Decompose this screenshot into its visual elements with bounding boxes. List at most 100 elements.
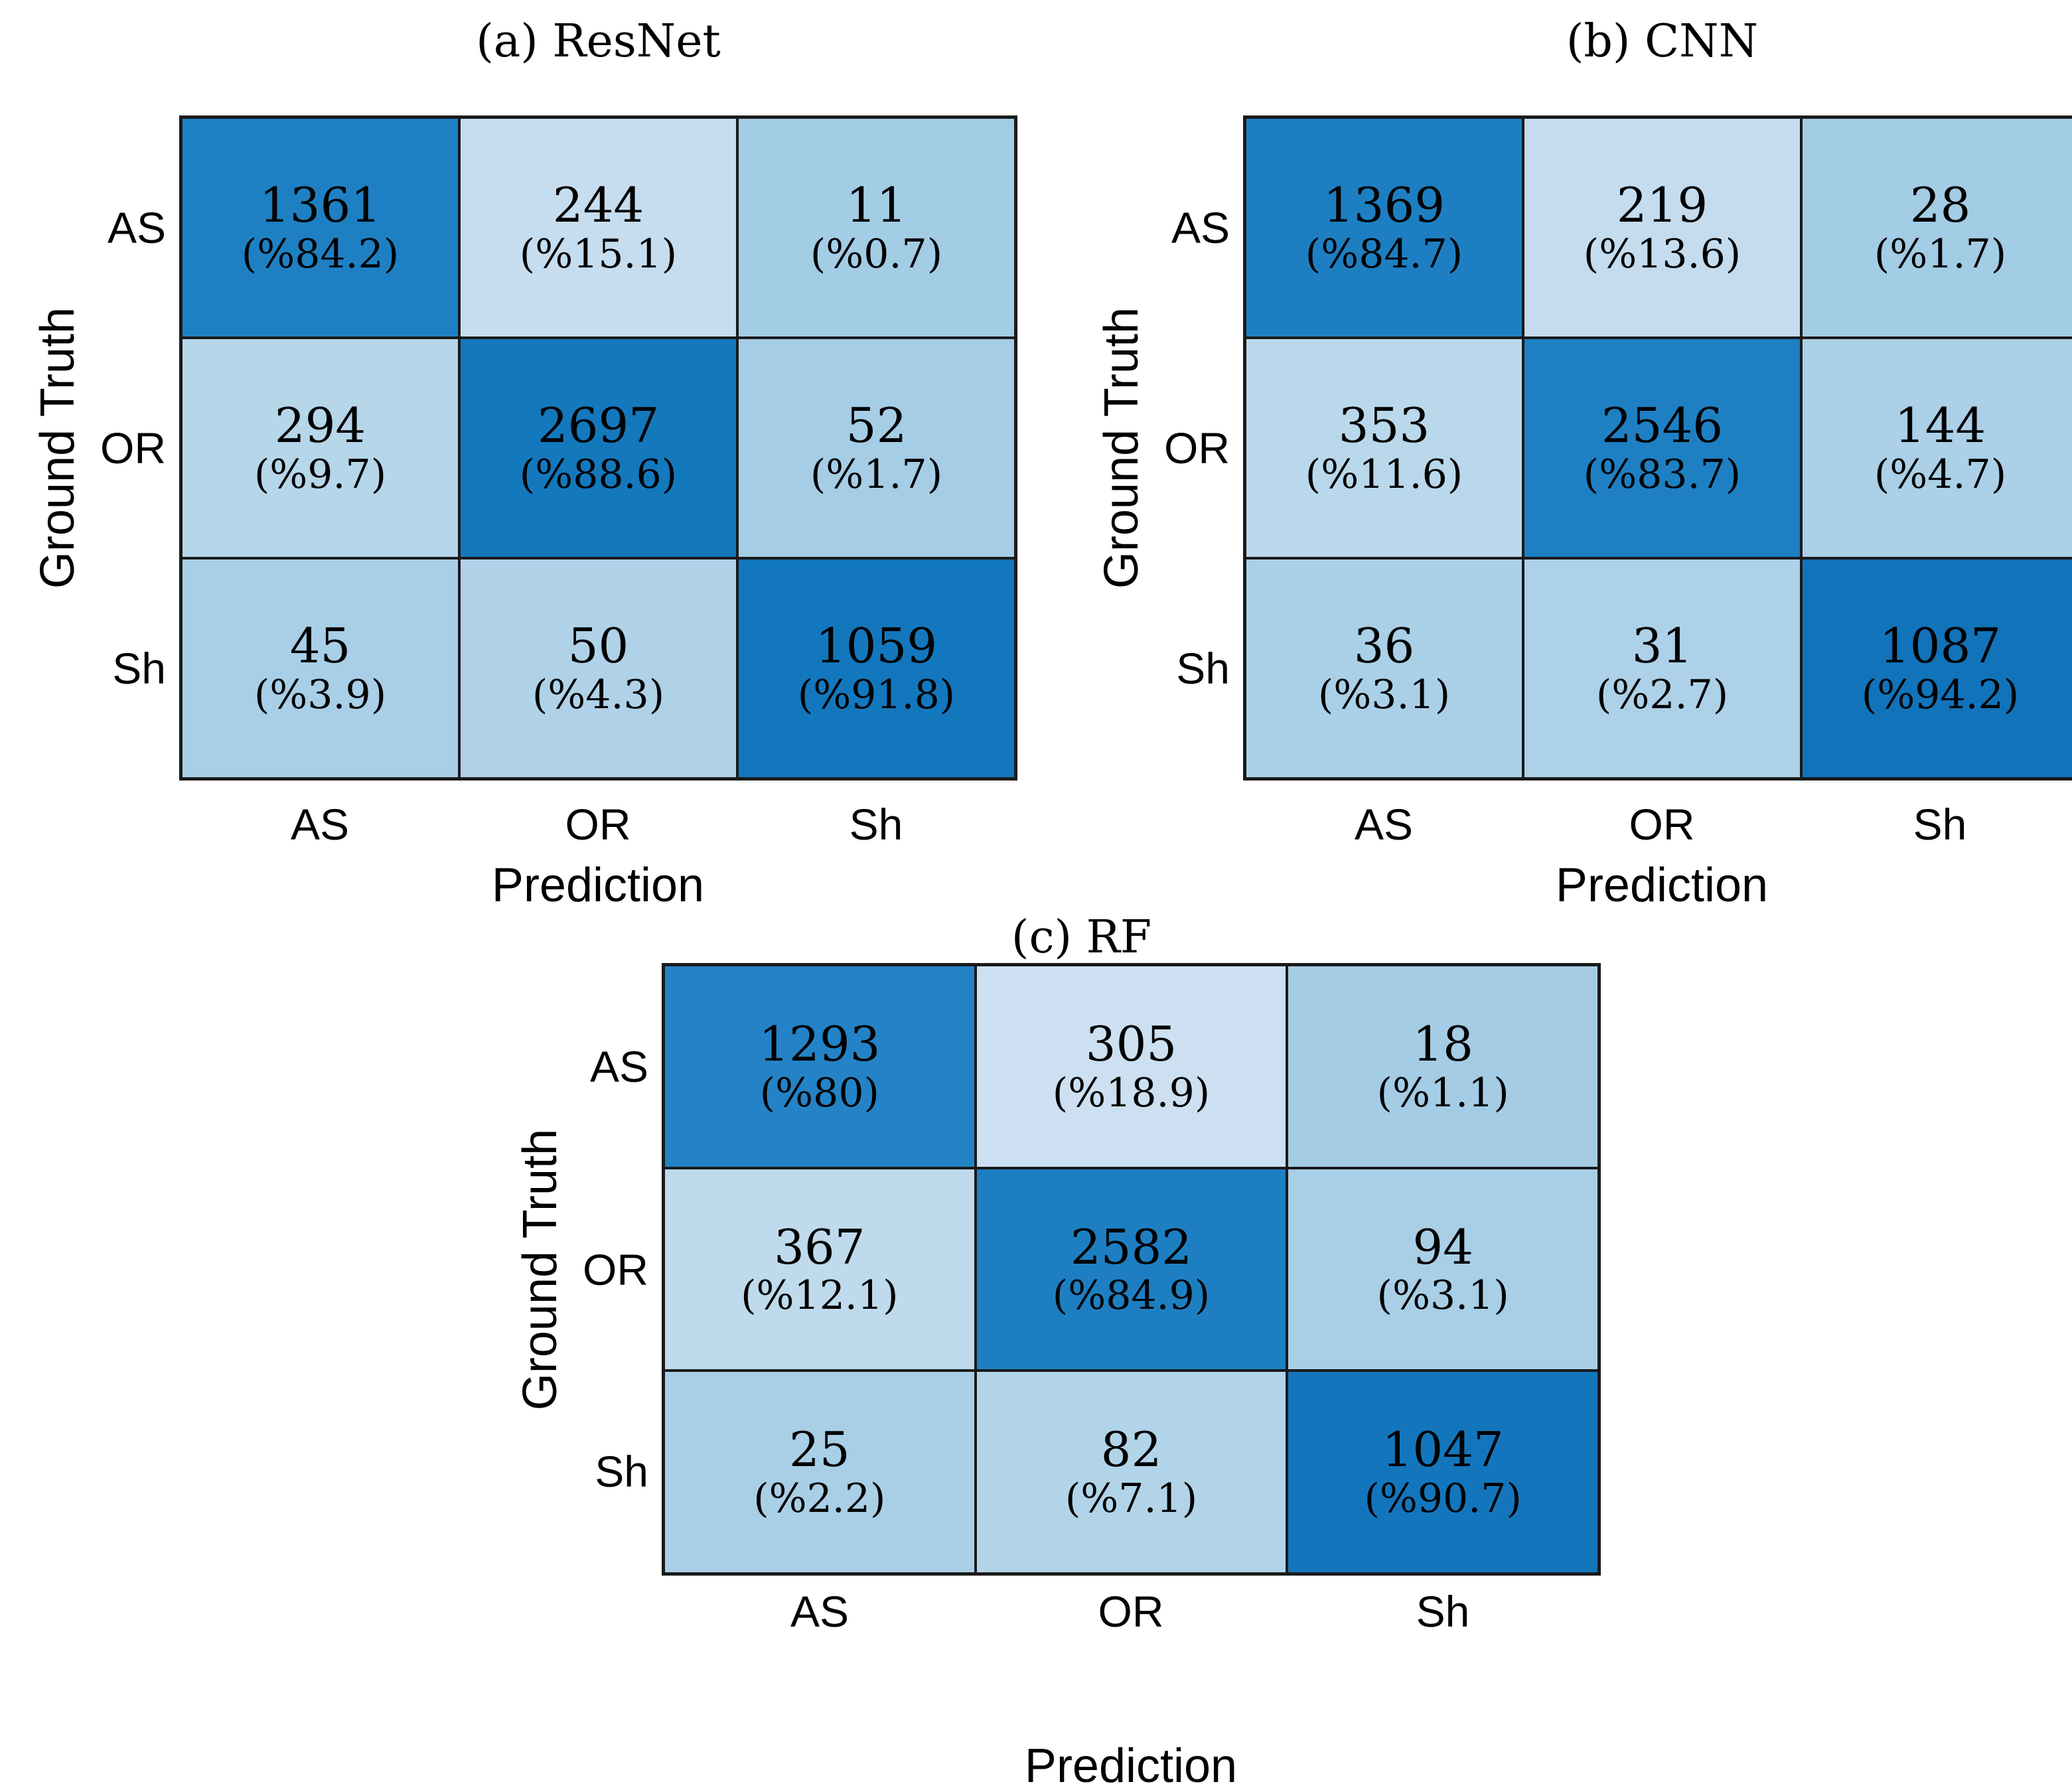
cell-OR-OR: 2546 (%83.7) <box>1524 339 1800 557</box>
cell-percent: (%3.1) <box>1376 1272 1509 1319</box>
cell-count: 28 <box>1909 177 1971 234</box>
cell-percent: (%4.3) <box>532 671 665 718</box>
cell-percent: (%0.7) <box>810 230 943 277</box>
subplot-title: (c) RF <box>1011 911 1152 964</box>
cell-percent: (%3.9) <box>254 671 387 718</box>
y-tick-Sh: Sh <box>595 1447 648 1496</box>
y-tick-Sh: Sh <box>1176 644 1230 693</box>
x-tick-Sh: Sh <box>849 800 903 849</box>
cell-count: 36 <box>1353 618 1415 674</box>
cell-percent: (%9.7) <box>254 451 387 498</box>
x-tick-AS: AS <box>790 1587 850 1636</box>
x-tick-Sh: Sh <box>1913 800 1967 849</box>
x-tick-AS: AS <box>290 800 350 849</box>
cell-percent: (%88.6) <box>519 451 678 498</box>
x-axis-label: Prediction <box>1024 1740 1238 1784</box>
x-axis-label: Prediction <box>491 859 705 912</box>
cell-count: 219 <box>1616 177 1708 234</box>
cell-count: 94 <box>1412 1219 1473 1275</box>
cell-OR-Sh: 144 (%4.7) <box>1803 339 2072 557</box>
cell-OR-AS: 353 (%11.6) <box>1246 339 1522 557</box>
y-tick-AS: AS <box>107 203 166 252</box>
cell-percent: (%83.7) <box>1583 451 1741 498</box>
confusion-matrix: 1369 (%84.7) 219 (%13.6) 28 (%1.7) 353 (%11.6) 2… <box>1243 115 2072 780</box>
cell-count: 294 <box>274 398 366 454</box>
cell-AS-OR: 305 (%18.9) <box>976 966 1286 1167</box>
cell-percent: (%15.1) <box>519 230 678 277</box>
y-tick-OR: OR <box>1164 423 1230 473</box>
cell-AS-Sh: 18 (%1.1) <box>1288 966 1597 1167</box>
cell-percent: (%7.1) <box>1065 1475 1198 1522</box>
cell-Sh-AS: 36 (%3.1) <box>1246 559 1522 777</box>
cell-percent: (%11.6) <box>1305 451 1463 498</box>
x-tick-OR: OR <box>1629 800 1695 849</box>
cell-AS-OR: 244 (%15.1) <box>461 119 736 336</box>
subplot-title: (b) CNN <box>1566 15 1759 68</box>
x-tick-AS: AS <box>1354 800 1414 849</box>
y-tick-OR: OR <box>100 423 166 473</box>
cell-percent: (%1.1) <box>1376 1069 1509 1116</box>
cell-AS-OR: 219 (%13.6) <box>1524 119 1800 336</box>
cell-percent: (%3.1) <box>1317 671 1451 718</box>
cell-percent: (%4.7) <box>1874 451 2007 498</box>
subplot-rf: (c) RF Ground Truth 1293 (%80) 305 (%18.9) 1… <box>509 893 1651 1784</box>
cell-Sh-Sh: 1087 (%94.2) <box>1803 559 2072 777</box>
y-tick-OR: OR <box>583 1245 648 1294</box>
cell-OR-OR: 2697 (%88.6) <box>461 339 736 557</box>
cell-count: 45 <box>289 618 351 674</box>
cell-count: 2546 <box>1601 398 1724 454</box>
cell-count: 25 <box>789 1422 850 1478</box>
cell-Sh-OR: 50 (%4.3) <box>461 559 736 777</box>
confusion-matrix: 1361 (%84.2) 244 (%15.1) 11 (%0.7) 294 (%9.7) 26… <box>179 115 1017 780</box>
subplot-title: (a) ResNet <box>476 15 721 68</box>
cell-percent: (%1.7) <box>810 451 943 498</box>
y-tick-AS: AS <box>1171 203 1230 252</box>
cell-count: 367 <box>774 1219 865 1275</box>
cell-count: 2697 <box>537 398 660 454</box>
cell-OR-AS: 367 (%12.1) <box>665 1169 974 1370</box>
cell-percent: (%1.7) <box>1874 230 2007 277</box>
cell-Sh-Sh: 1059 (%91.8) <box>739 559 1014 777</box>
cell-count: 1369 <box>1323 177 1445 234</box>
cell-percent: (%90.7) <box>1364 1475 1522 1522</box>
x-axis-label: Prediction <box>1555 859 1769 912</box>
x-tick-OR: OR <box>565 800 631 849</box>
cell-percent: (%84.2) <box>241 230 400 277</box>
cell-percent: (%13.6) <box>1583 230 1741 277</box>
cell-count: 18 <box>1412 1015 1473 1072</box>
cell-count: 244 <box>552 177 644 234</box>
subplot-resnet: (a) ResNet Ground Truth 1361 (%84.2) 244 (%… <box>27 11 1063 940</box>
cell-percent: (%84.9) <box>1052 1272 1211 1319</box>
cell-percent: (%94.2) <box>1861 671 2020 718</box>
cell-Sh-AS: 25 (%2.2) <box>665 1372 974 1572</box>
cell-percent: (%18.9) <box>1052 1069 1211 1116</box>
cell-count: 52 <box>846 398 907 454</box>
cell-percent: (%84.7) <box>1305 230 1463 277</box>
cell-OR-OR: 2582 (%84.9) <box>976 1169 1286 1370</box>
cell-Sh-Sh: 1047 (%90.7) <box>1288 1372 1597 1572</box>
cell-count: 1047 <box>1382 1422 1504 1478</box>
cell-count: 31 <box>1631 618 1693 674</box>
cell-count: 1059 <box>815 618 938 674</box>
cell-count: 50 <box>567 618 629 674</box>
y-tick-Sh: Sh <box>112 644 166 693</box>
cell-AS-Sh: 28 (%1.7) <box>1803 119 2072 336</box>
cell-OR-Sh: 52 (%1.7) <box>739 339 1014 557</box>
cell-Sh-OR: 82 (%7.1) <box>976 1372 1286 1572</box>
cell-percent: (%91.8) <box>797 671 956 718</box>
x-tick-OR: OR <box>1098 1587 1164 1636</box>
cell-count: 82 <box>1100 1422 1162 1478</box>
cell-count: 1293 <box>759 1015 881 1072</box>
cell-AS-Sh: 11 (%0.7) <box>739 119 1014 336</box>
cell-percent: (%2.2) <box>753 1475 886 1522</box>
x-tick-Sh: Sh <box>1416 1587 1470 1636</box>
cell-count: 305 <box>1085 1015 1177 1072</box>
cell-count: 144 <box>1894 398 1986 454</box>
cell-count: 2582 <box>1070 1219 1193 1275</box>
cell-percent: (%12.1) <box>741 1272 899 1319</box>
cell-AS-AS: 1369 (%84.7) <box>1246 119 1522 336</box>
cell-AS-AS: 1361 (%84.2) <box>183 119 458 336</box>
cell-Sh-OR: 31 (%2.7) <box>1524 559 1800 777</box>
cell-OR-Sh: 94 (%3.1) <box>1288 1169 1597 1370</box>
